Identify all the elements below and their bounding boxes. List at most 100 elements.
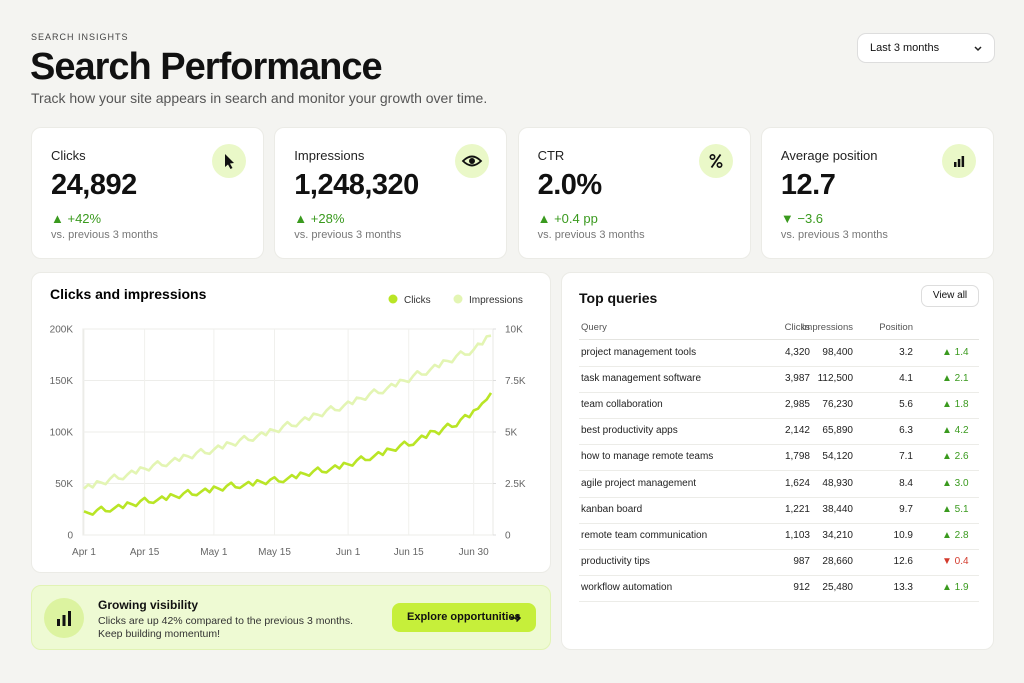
query-metric: 25,480 [822, 581, 853, 593]
query-metric: 28,660 [822, 555, 853, 567]
kpi-icon [941, 144, 976, 178]
position-change: ▲ 3.0 [942, 477, 969, 489]
kpi-card: Average position 12.7 ▼ −3.6 vs. previous 3… [760, 127, 994, 259]
query-name: productivity tips [581, 555, 650, 567]
query-name: best productivity apps [581, 425, 678, 437]
x-tick-label: May 15 [258, 547, 291, 558]
icon [698, 144, 733, 178]
column-header: Impressions [801, 322, 853, 333]
row-line [579, 470, 979, 472]
position-change: ▲ 2.8 [942, 529, 969, 541]
view-all-button[interactable]: View all [921, 285, 979, 307]
row-line [579, 392, 979, 394]
kpi-change: ▲ +0.4 pp [537, 211, 598, 226]
y-tick-label: 0 [67, 531, 73, 542]
kpi-comparison: vs. previous 3 months [780, 229, 888, 241]
eyebrow: SEARCH INSIGHTS [31, 32, 129, 42]
date-filter-label: Last 3 months [870, 42, 940, 54]
row-line [579, 444, 979, 446]
x-tick-label: Jun 30 [459, 547, 489, 558]
query-metric: 8.4 [899, 477, 913, 489]
explore-button[interactable]: Explore opportunities [392, 603, 536, 632]
query-metric: 112,500 [817, 373, 853, 385]
x-tick-label: May 1 [200, 547, 228, 558]
kpi-card: Clicks 24,892 ▲ +42% vs. previous 3 months [31, 127, 264, 259]
y2-tick-label: 7.5K [505, 376, 526, 387]
chart: Clicks and impressions 0 50K 100K 150K 200K 0… [50, 286, 526, 558]
queries-title: Top queries [579, 290, 658, 306]
query-metric: 65,890 [822, 425, 853, 437]
kpi-card: CTR 2.0% ▲ +0.4 pp vs. previous 3 months [517, 127, 751, 259]
position-change: ▲ 5.1 [942, 503, 969, 515]
series-line [83, 334, 492, 490]
query-metric: 76,230 [822, 399, 853, 411]
queries-card: Top queries View all Query Clicks Impressi… [561, 272, 994, 650]
chevron-icon [974, 46, 982, 52]
query-name: how to manage remote teams [581, 451, 714, 463]
y2-tick-label: 5K [505, 428, 518, 439]
y-tick-label: 200K [50, 325, 74, 336]
position-change: ▲ 2.6 [942, 451, 969, 463]
kpi-change: ▲ +28% [294, 211, 345, 226]
query-name: team collaboration [581, 399, 663, 411]
kpi-icon [455, 144, 490, 178]
query-metric: 38,440 [822, 503, 853, 515]
query-metric: 7.1 [899, 451, 913, 463]
legend-label: Clicks [404, 295, 431, 306]
query-metric: 12.6 [893, 555, 913, 567]
x-tick-label: Jun 15 [394, 547, 424, 558]
x-tick-label: Apr 1 [72, 547, 96, 558]
kpi-comparison: vs. previous 3 months [537, 229, 645, 241]
row-line [579, 418, 979, 420]
kpi-change: ▲ +42% [51, 211, 102, 226]
x-tick-label: Apr 15 [130, 547, 160, 558]
legend-swatch [453, 294, 463, 304]
banner-title: Growing visibility [98, 598, 199, 612]
position-change: ▲ 4.2 [942, 425, 969, 437]
query-metric: 912 [793, 581, 810, 593]
query-name: project management tools [581, 347, 697, 358]
row-line [579, 366, 979, 367]
query-metric: 2,142 [784, 425, 810, 437]
row-line [579, 496, 979, 498]
query-name: task management software [581, 373, 702, 385]
query-metric: 6.3 [899, 425, 913, 437]
query-metric: 34,210 [822, 529, 853, 541]
row-line [579, 600, 979, 602]
kpi-value: 1,248,320 [294, 169, 419, 201]
query-metric: 1,103 [784, 529, 810, 541]
legend-swatch [388, 294, 398, 304]
query-metric: 3.2 [899, 347, 913, 358]
query-metric: 98,400 [822, 347, 853, 358]
kpi-comparison: vs. previous 3 months [51, 229, 158, 241]
query-name: kanban board [581, 503, 643, 515]
kpi-icon [698, 144, 733, 178]
query-metric: 1,798 [784, 451, 810, 463]
banner: Growing visibility Clicks are up 42% com… [31, 585, 551, 650]
header-line [579, 339, 979, 340]
y-tick-label: 50K [55, 479, 73, 490]
column-header: Clicks [784, 322, 810, 333]
chart-title: Clicks and impressions [50, 286, 207, 302]
button-label: Explore opportunities [407, 611, 521, 623]
column-header: Query [581, 322, 607, 333]
date-filter[interactable]: Last 3 months [857, 33, 995, 63]
query-metric: 9.7 [899, 503, 913, 515]
y2-tick-label: 2.5K [505, 479, 526, 490]
arrow-icon [511, 613, 522, 623]
kpi-value: 24,892 [51, 169, 137, 201]
banner-icon [44, 598, 84, 638]
kpi-value: 2.0% [537, 169, 603, 201]
kpi-label: Impressions [294, 148, 365, 163]
kpi-label: CTR [537, 148, 565, 163]
banner-line: Keep building momentum! [98, 628, 220, 640]
query-name: workflow automation [581, 581, 673, 593]
kpi-comparison: vs. previous 3 months [294, 229, 402, 241]
row-line [579, 522, 979, 524]
kpi-change: ▼ −3.6 [780, 211, 824, 226]
kpi-label: Average position [780, 148, 878, 163]
query-metric: 48,930 [822, 477, 853, 489]
y-tick-label: 150K [50, 376, 74, 387]
banner-line: Clicks are up 42% compared to the previo… [98, 615, 354, 627]
